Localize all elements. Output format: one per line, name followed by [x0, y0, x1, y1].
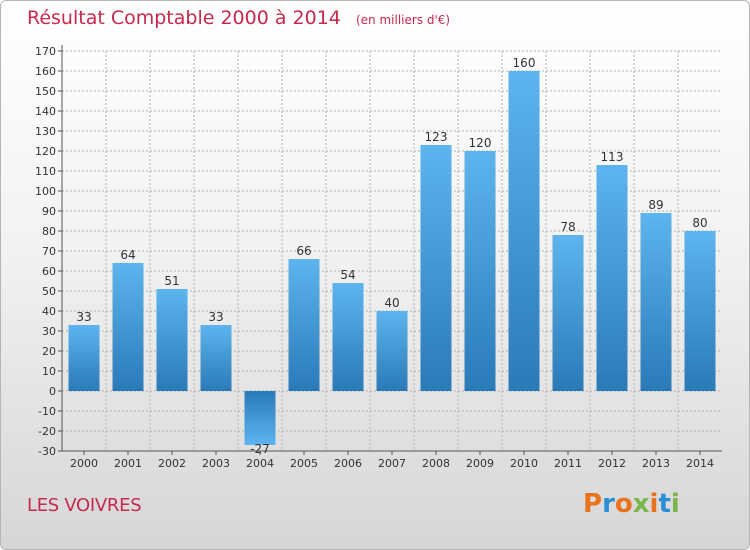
logo-letter: P: [583, 489, 603, 519]
y-tick-label: 20: [42, 345, 56, 358]
bar-2010: [508, 71, 540, 391]
data-label-2008: 123: [425, 130, 448, 144]
y-tick-label: 30: [42, 325, 56, 338]
bar-2001: [112, 263, 144, 391]
proxiti-logo[interactable]: Proxiti: [583, 489, 680, 519]
y-tick-label: 50: [42, 285, 56, 298]
y-tick-label: 110: [35, 165, 56, 178]
y-tick-label: 0: [49, 385, 56, 398]
x-tick-label: 2006: [334, 457, 362, 470]
commune-name: LES VOIVRES: [27, 495, 142, 516]
bar-2014: [684, 231, 716, 391]
bar-2003: [200, 325, 232, 391]
y-tick-label: 140: [35, 105, 56, 118]
y-tick-label: 150: [35, 85, 56, 98]
title-row: Résultat Comptable 2000 à 2014 (en milli…: [27, 7, 450, 29]
data-label-2003: 33: [208, 310, 223, 324]
x-tick-label: 2003: [202, 457, 230, 470]
bar-2011: [552, 235, 584, 391]
bar-2005: [288, 259, 320, 391]
bar-2012: [596, 165, 628, 391]
y-tick-label: 70: [42, 245, 56, 258]
y-tick-label: 120: [35, 145, 56, 158]
data-label-2007: 40: [384, 296, 399, 310]
logo-letter: x: [632, 489, 650, 519]
logo-letter: t: [658, 489, 671, 519]
y-tick-label: 170: [35, 45, 56, 58]
y-tick-label: 80: [42, 225, 56, 238]
data-label-2004: -27: [250, 442, 270, 456]
data-label-2010: 160: [513, 56, 536, 70]
x-tick-label: 2009: [466, 457, 494, 470]
y-tick-label: 100: [35, 185, 56, 198]
bar-2000: [68, 325, 100, 391]
bar-2007: [376, 311, 408, 391]
data-label-2012: 113: [601, 150, 624, 164]
data-label-2013: 89: [648, 198, 663, 212]
bar-2002: [156, 289, 188, 391]
data-label-2002: 51: [164, 274, 179, 288]
bar-2004: [244, 391, 276, 445]
x-tick-label: 2004: [246, 457, 274, 470]
chart-subtitle: (en milliers d'€): [355, 13, 451, 27]
y-tick-label: 130: [35, 125, 56, 138]
x-tick-label: 2005: [290, 457, 318, 470]
y-tick-label: 40: [42, 305, 56, 318]
bar-2006: [332, 283, 364, 391]
y-tick-label: -10: [38, 405, 56, 418]
bar-2009: [464, 151, 496, 391]
axes: -30 -20 -10 0 10 20 30 40 50 60 70 80 90 100 110 120 130…: [35, 45, 722, 470]
bar-2013: [640, 213, 672, 391]
logo-letter: i: [649, 489, 659, 519]
data-label-2014: 80: [692, 216, 707, 230]
bars: [68, 71, 716, 445]
bar-2008: [420, 145, 452, 391]
data-label-2000: 33: [76, 310, 91, 324]
x-tick-label: 2000: [70, 457, 98, 470]
y-tick-label: 160: [35, 65, 56, 78]
x-tick-label: 2012: [598, 457, 626, 470]
x-tick-label: 2014: [686, 457, 714, 470]
logo-letter: r: [602, 489, 615, 519]
data-labels: 33 64 51 33 -27 66 54 40 123 120 160 78 113 89 80: [76, 56, 707, 456]
x-tick-label: 2002: [158, 457, 186, 470]
x-tick-label: 2001: [114, 457, 142, 470]
y-tick-label: -30: [38, 445, 56, 458]
data-label-2005: 66: [296, 244, 311, 258]
y-tick-label: 60: [42, 265, 56, 278]
x-tick-label: 2011: [554, 457, 582, 470]
logo-letter: o: [614, 489, 633, 519]
x-tick-label: 2008: [422, 457, 450, 470]
x-tick-label: 2013: [642, 457, 670, 470]
y-tick-label: 90: [42, 205, 56, 218]
data-label-2009: 120: [469, 136, 492, 150]
x-tick-label: 2010: [510, 457, 538, 470]
chart-title: Résultat Comptable 2000 à 2014: [27, 7, 341, 29]
y-tick-label: 10: [42, 365, 56, 378]
x-tick-label: 2007: [378, 457, 406, 470]
y-tick-label: -20: [38, 425, 56, 438]
logo-letter: i: [670, 489, 680, 519]
data-label-2011: 78: [560, 220, 575, 234]
data-label-2006: 54: [340, 268, 355, 282]
data-label-2001: 64: [120, 248, 135, 262]
